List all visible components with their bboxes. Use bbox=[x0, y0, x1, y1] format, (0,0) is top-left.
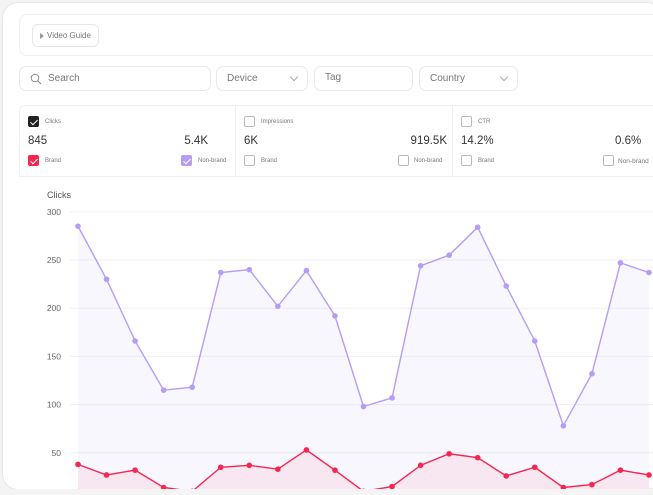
nonbrand-point bbox=[103, 276, 110, 283]
brand-point bbox=[275, 466, 281, 472]
brand-label: Brand bbox=[45, 158, 62, 164]
brand-point bbox=[474, 454, 481, 461]
device-dropdown[interactable]: Device bbox=[216, 66, 308, 91]
brand-label: Brand bbox=[261, 158, 278, 164]
brand-point bbox=[246, 462, 253, 469]
y-tick-label: 150 bbox=[47, 351, 61, 361]
y-tick-label: 200 bbox=[47, 303, 61, 313]
nonbrand-label: Non-brand bbox=[198, 158, 227, 164]
brand-point bbox=[446, 450, 452, 457]
nonbrand-value: 0.6% bbox=[615, 135, 642, 147]
metrics-panel: Clicks 845 5.4K Brand Non-brand Impressi… bbox=[19, 105, 653, 177]
nonbrand-checkbox[interactable] bbox=[603, 155, 614, 166]
nonbrand-point bbox=[217, 269, 224, 276]
nonbrand-checkbox[interactable] bbox=[181, 155, 192, 166]
nonbrand-point bbox=[446, 252, 452, 258]
nonbrand-point bbox=[75, 223, 81, 230]
nonbrand-value: 5.4K bbox=[184, 135, 208, 147]
nonbrand-point bbox=[246, 266, 253, 273]
brand-point bbox=[503, 473, 510, 479]
guide-panel: Video Guide bbox=[19, 14, 653, 56]
nonbrand-point bbox=[360, 403, 367, 410]
y-axis-label: Clicks bbox=[47, 190, 71, 200]
brand-checkbox[interactable] bbox=[28, 155, 39, 166]
impressions-checkbox[interactable] bbox=[244, 116, 255, 127]
brand-label: Brand bbox=[478, 158, 495, 164]
nonbrand-label: Non-brand bbox=[618, 157, 649, 165]
nonbrand-area bbox=[78, 226, 649, 495]
metric-clicks[interactable]: Clicks 845 5.4K Brand Non-brand bbox=[20, 106, 236, 176]
nonbrand-point bbox=[560, 423, 567, 429]
nonbrand-point bbox=[275, 303, 281, 310]
metric-impressions[interactable]: Impressions 6K 919.5K Brand Non-brand bbox=[236, 106, 453, 176]
video-guide-button[interactable]: Video Guide bbox=[32, 24, 99, 47]
search-icon bbox=[30, 73, 42, 84]
metric-label: CTR bbox=[478, 119, 491, 125]
brand-point bbox=[332, 467, 338, 473]
y-tick-label: 250 bbox=[47, 255, 61, 265]
brand-point bbox=[646, 472, 652, 478]
search-placeholder: Search bbox=[48, 73, 80, 84]
y-tick-label: 100 bbox=[47, 400, 61, 410]
nonbrand-checkbox[interactable] bbox=[398, 155, 409, 166]
brand-point bbox=[103, 472, 110, 478]
nonbrand-point bbox=[389, 395, 395, 401]
brand-point bbox=[589, 481, 595, 488]
nonbrand-point bbox=[303, 267, 310, 274]
metric-label: Clicks bbox=[45, 119, 61, 125]
nonbrand-value: 919.5K bbox=[410, 135, 447, 147]
ctr-checkbox[interactable] bbox=[461, 116, 472, 127]
nonbrand-point bbox=[532, 338, 538, 344]
play-icon bbox=[40, 32, 44, 39]
nonbrand-point bbox=[189, 384, 195, 391]
nonbrand-point bbox=[474, 224, 481, 231]
brand-point bbox=[132, 467, 138, 473]
nonbrand-label: Non-brand bbox=[414, 158, 443, 164]
nonbrand-point bbox=[503, 283, 510, 289]
brand-point bbox=[560, 484, 567, 491]
y-tick-label: 50 bbox=[52, 448, 62, 458]
brand-value: 14.2% bbox=[461, 135, 494, 147]
tag-input[interactable]: Tag bbox=[314, 66, 413, 91]
nonbrand-point bbox=[617, 260, 624, 266]
brand-point bbox=[303, 447, 310, 453]
brand-checkbox[interactable] bbox=[244, 155, 255, 166]
y-tick-label: 300 bbox=[47, 207, 61, 217]
nonbrand-point bbox=[589, 370, 595, 377]
brand-point bbox=[75, 461, 81, 468]
nonbrand-point bbox=[417, 262, 424, 269]
nonbrand-point bbox=[132, 338, 138, 344]
video-guide-label: Video Guide bbox=[47, 31, 91, 40]
brand-point bbox=[532, 464, 538, 471]
nonbrand-point bbox=[160, 387, 167, 393]
brand-point bbox=[160, 484, 167, 491]
page-bottom bbox=[0, 489, 653, 495]
brand-value: 845 bbox=[28, 135, 48, 147]
brand-area bbox=[78, 449, 649, 495]
nonbrand-point bbox=[332, 313, 338, 319]
metric-ctr[interactable]: CTR 14.2% 0.6% Brand Non-brand bbox=[453, 106, 653, 176]
brand-point bbox=[417, 462, 424, 469]
brand-point bbox=[617, 467, 624, 473]
brand-value: 6K bbox=[244, 135, 259, 147]
device-label: Device bbox=[227, 73, 258, 84]
brand-point bbox=[389, 483, 395, 490]
country-dropdown[interactable]: Country bbox=[419, 66, 518, 91]
metric-label: Impressions bbox=[261, 119, 294, 125]
country-label: Country bbox=[430, 73, 466, 84]
nonbrand-point bbox=[646, 269, 652, 276]
search-input[interactable]: Search bbox=[19, 66, 211, 91]
brand-checkbox[interactable] bbox=[461, 155, 472, 166]
brand-point bbox=[217, 464, 224, 471]
tag-placeholder: Tag bbox=[325, 72, 342, 83]
clicks-checkbox[interactable] bbox=[28, 116, 39, 127]
